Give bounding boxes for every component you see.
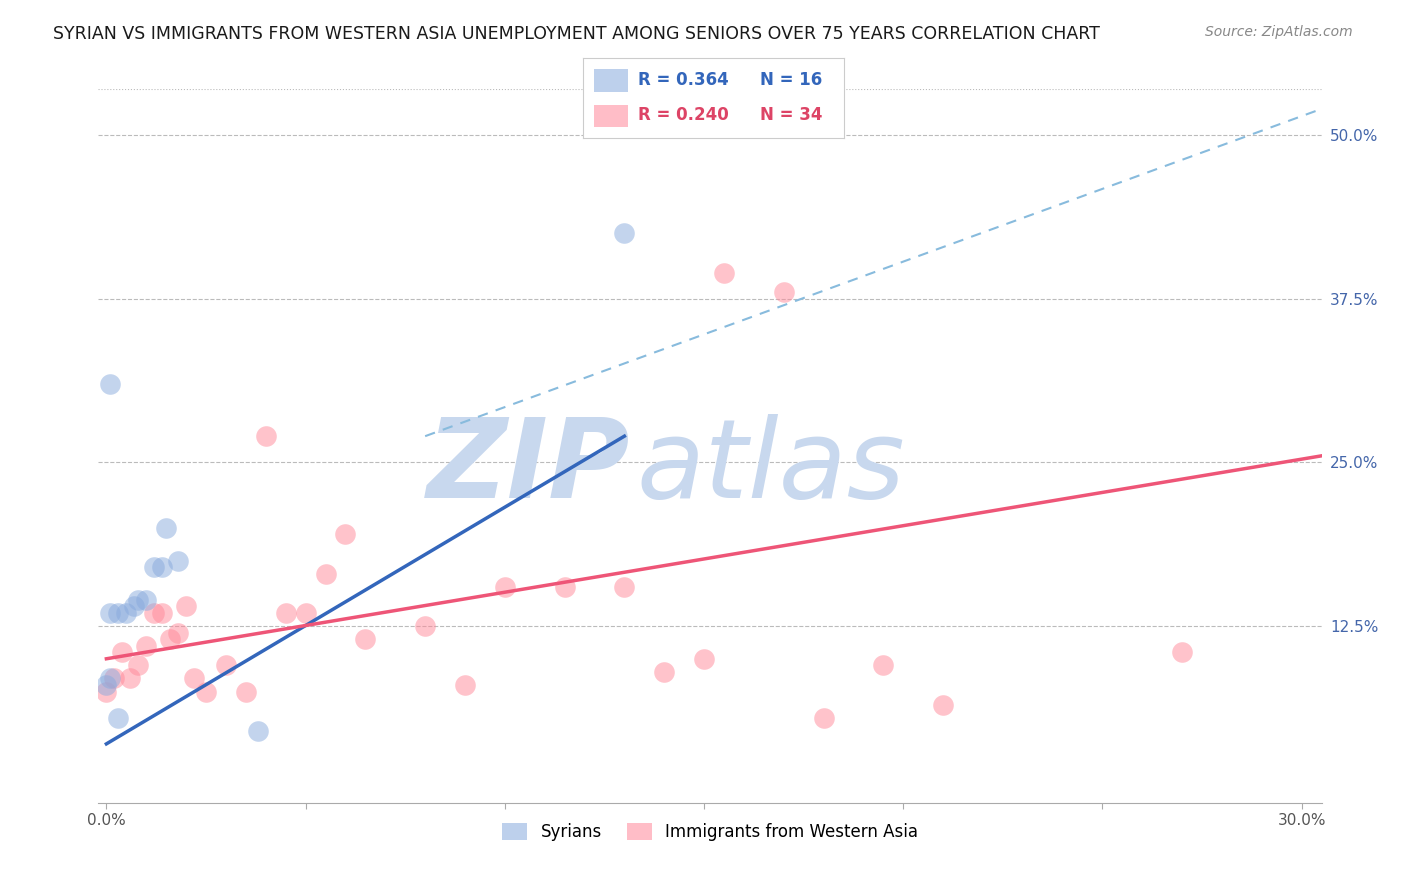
Point: [335, 527, 357, 541]
Point: [315, 566, 337, 581]
Text: N = 16: N = 16: [761, 71, 823, 89]
Point: [872, 658, 894, 673]
Bar: [593, 70, 627, 92]
Point: [713, 266, 735, 280]
Point: [143, 606, 166, 620]
Point: [183, 672, 205, 686]
Point: [100, 606, 122, 620]
Text: Source: ZipAtlas.com: Source: ZipAtlas.com: [1205, 25, 1353, 39]
Point: [135, 639, 157, 653]
Bar: [593, 104, 627, 127]
Point: [294, 606, 316, 620]
Point: [124, 599, 146, 614]
Point: [813, 711, 835, 725]
Point: [143, 560, 166, 574]
Point: [96, 684, 118, 698]
Point: [167, 553, 190, 567]
Point: [413, 619, 436, 633]
Text: ZIP: ZIP: [427, 414, 630, 521]
Point: [554, 580, 576, 594]
Point: [613, 226, 636, 240]
Point: [932, 698, 955, 712]
Point: [150, 560, 173, 574]
Text: atlas: atlas: [637, 414, 905, 521]
Point: [115, 606, 138, 620]
Point: [107, 711, 129, 725]
Point: [120, 672, 142, 686]
Point: [494, 580, 516, 594]
Text: N = 34: N = 34: [761, 106, 823, 124]
Text: R = 0.364: R = 0.364: [638, 71, 728, 89]
Point: [613, 580, 636, 594]
Point: [454, 678, 477, 692]
Point: [111, 645, 134, 659]
Point: [195, 684, 218, 698]
Point: [354, 632, 377, 647]
Point: [155, 521, 177, 535]
Point: [1171, 645, 1194, 659]
Point: [652, 665, 675, 679]
Point: [215, 658, 238, 673]
Point: [135, 592, 157, 607]
Text: SYRIAN VS IMMIGRANTS FROM WESTERN ASIA UNEMPLOYMENT AMONG SENIORS OVER 75 YEARS : SYRIAN VS IMMIGRANTS FROM WESTERN ASIA U…: [53, 25, 1101, 43]
Point: [150, 606, 173, 620]
Point: [96, 678, 118, 692]
Point: [100, 672, 122, 686]
Point: [167, 625, 190, 640]
Point: [103, 672, 125, 686]
Point: [100, 376, 122, 391]
Point: [127, 592, 149, 607]
Point: [274, 606, 297, 620]
Point: [107, 606, 129, 620]
Legend: Syrians, Immigrants from Western Asia: Syrians, Immigrants from Western Asia: [495, 816, 925, 848]
Point: [254, 429, 277, 443]
Text: R = 0.240: R = 0.240: [638, 106, 728, 124]
Point: [127, 658, 149, 673]
Point: [772, 285, 794, 300]
Point: [693, 652, 716, 666]
Point: [246, 723, 269, 738]
Point: [159, 632, 181, 647]
Point: [174, 599, 197, 614]
Point: [235, 684, 257, 698]
